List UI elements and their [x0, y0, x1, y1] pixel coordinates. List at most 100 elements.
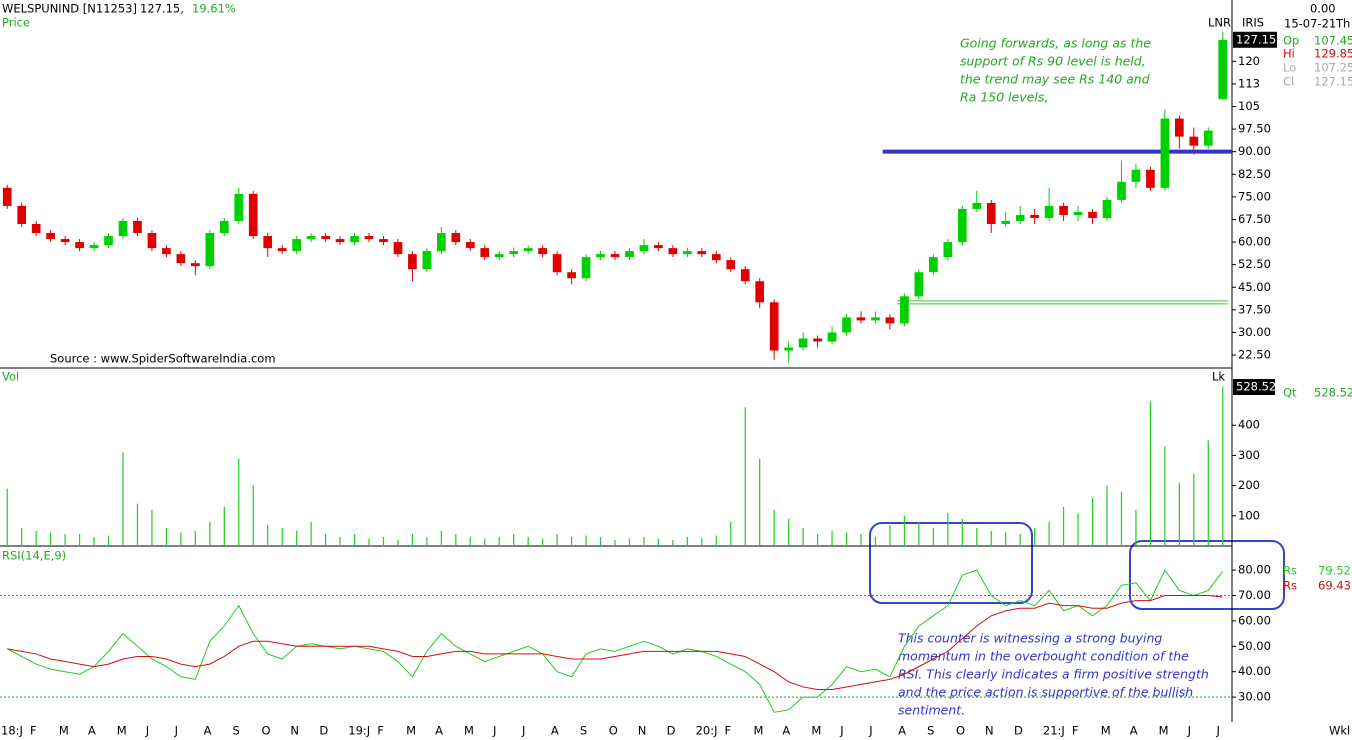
candle-body: [75, 242, 84, 249]
info-value: 127.15: [1314, 75, 1352, 89]
panel-title: RSI(14,E,9): [2, 549, 66, 563]
candle-body: [494, 254, 504, 258]
candle-body: [408, 254, 417, 270]
info-label: Qt: [1283, 386, 1297, 400]
volume-bar: [585, 535, 587, 546]
y-tick-label: 80.00: [1238, 563, 1271, 577]
volume-bar: [165, 527, 168, 546]
volume-bar: [267, 524, 269, 546]
volume-bar: [382, 536, 385, 546]
volume-bar: [947, 512, 949, 546]
info-value: 107.25: [1314, 61, 1352, 75]
volume-bar: [310, 521, 312, 546]
volume-bar: [223, 506, 225, 546]
volume-bar: [21, 527, 23, 546]
candle-body: [89, 245, 99, 249]
volume-bar: [672, 539, 674, 546]
source: Source : www.SpiderSoftwareIndia.com: [50, 352, 276, 366]
candle-body: [538, 248, 547, 255]
date: 15-07-21: [1284, 17, 1336, 31]
x-tick-label: S: [927, 724, 934, 738]
candle-body: [437, 233, 446, 252]
rsi-line: [7, 595, 1223, 690]
candle-body: [1073, 211, 1083, 215]
info-label: Lo: [1283, 61, 1296, 75]
candle-body: [162, 248, 171, 255]
candle-body: [422, 251, 432, 270]
candle-body: [596, 254, 605, 258]
annotation: support of Rs 90 level is held,: [960, 54, 1146, 69]
y-tick-label: 60.00: [1238, 613, 1271, 627]
candle-body: [654, 245, 663, 249]
info-value: 107.45: [1314, 34, 1352, 48]
y-tick-label: 70.00: [1238, 588, 1271, 602]
volume-bar: [455, 533, 457, 546]
value-box: [1233, 379, 1275, 395]
volume-bar: [715, 535, 717, 546]
candle-body: [480, 248, 490, 258]
volume-bar: [831, 530, 833, 546]
candle-body: [740, 269, 750, 282]
candle-body: [784, 347, 793, 351]
volume-bar: [1077, 512, 1079, 546]
candle-body: [60, 239, 70, 243]
candle-body: [191, 263, 200, 267]
rsi-line: [7, 569, 1224, 713]
candle-body: [393, 242, 403, 255]
y-tick-label: 45.00: [1238, 280, 1271, 294]
volume-bar: [252, 485, 254, 546]
candle-body: [625, 251, 634, 258]
volume-bar: [35, 530, 37, 546]
volume-bar: [296, 530, 298, 546]
info-value: 129.85: [1314, 47, 1352, 61]
candle-body: [957, 208, 967, 243]
candle-body: [509, 251, 519, 255]
x-tick-label: M: [406, 724, 416, 738]
y-tick-label: 300: [1238, 448, 1260, 462]
legend-label: Rs: [1283, 579, 1297, 593]
y-tick-label: 97.50: [1238, 122, 1271, 136]
y-tick-label: 60.00: [1238, 235, 1271, 249]
volume-bar: [802, 527, 804, 546]
volume-bar: [686, 536, 688, 546]
x-tick-label: N: [290, 724, 299, 738]
candle-body: [451, 233, 461, 243]
x-tick-label: M: [1101, 724, 1111, 738]
info-label: Cl: [1283, 75, 1294, 89]
candle-body: [726, 260, 736, 270]
volume-bar: [889, 524, 891, 546]
volume-bar: [1019, 533, 1021, 546]
y-tick-label: 22.50: [1238, 348, 1271, 362]
y-tick-label: 30.00: [1238, 325, 1271, 339]
info-label: Op: [1283, 34, 1299, 48]
candle-body: [465, 242, 475, 249]
candle-body: [1175, 118, 1184, 137]
volume-bar: [209, 521, 211, 546]
x-tick-label: 20:J: [696, 724, 718, 738]
candle-body: [552, 254, 562, 273]
change: 19.61%: [192, 2, 236, 16]
x-tick-label: O: [956, 724, 965, 738]
x-tick-label: M: [811, 724, 821, 738]
x-tick-label: D: [319, 724, 328, 738]
volume-bar: [542, 538, 544, 546]
y-tick-label: 40.00: [1238, 664, 1271, 678]
candle-body: [1117, 181, 1126, 200]
y-tick-label: 113: [1238, 76, 1260, 90]
x-tick-label: F: [725, 724, 732, 738]
y-tick-label: 50.00: [1238, 639, 1271, 653]
candle-body: [610, 254, 620, 258]
candle-body: [827, 332, 837, 342]
candle-body: [943, 242, 953, 258]
tag: LNR: [1208, 16, 1231, 30]
volume-bar: [151, 509, 153, 546]
volume-bar: [339, 536, 341, 546]
candle-body: [379, 239, 388, 243]
candle-body: [277, 248, 287, 252]
candle-body: [683, 251, 692, 255]
candle-body: [900, 296, 909, 324]
volume-bar: [469, 536, 471, 546]
x-tick-label: M: [1159, 724, 1169, 738]
